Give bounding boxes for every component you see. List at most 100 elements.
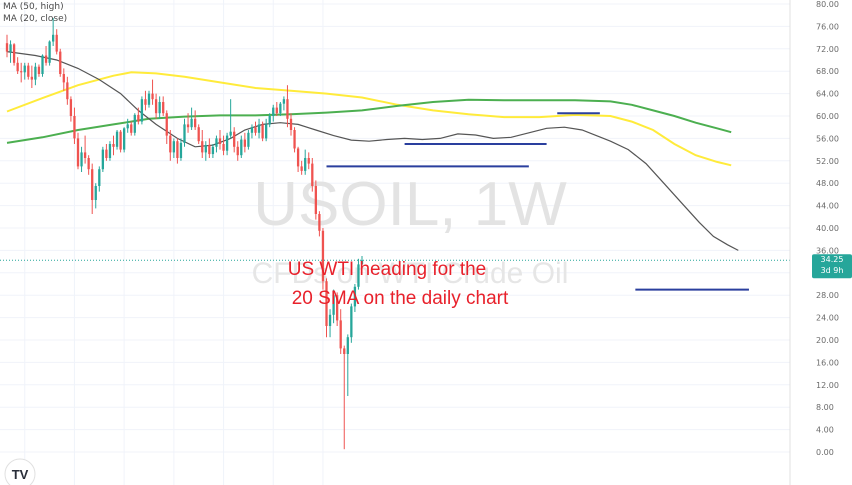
ma-yellow-line [6, 71, 732, 167]
candle-body [16, 62, 19, 72]
indicator-label-ma50[interactable]: MA (50, high) [3, 2, 64, 12]
indicator-label-ma20[interactable]: MA (20, close) [3, 14, 68, 24]
candle-body [190, 118, 193, 128]
candle-down [112, 135, 115, 156]
price-badge-value: 34.25 [821, 255, 844, 264]
candle-up [80, 146, 83, 172]
candle-body [197, 127, 200, 142]
candle-down [201, 130, 204, 158]
candle-body [23, 65, 26, 73]
y-tick-label: 0.00 [816, 448, 834, 457]
price-axis-bg [790, 0, 852, 485]
candle-up [346, 334, 349, 396]
candle-body [332, 295, 335, 315]
candle-down [165, 110, 168, 144]
y-tick-label: 8.00 [816, 403, 834, 412]
candlesticks [5, 18, 364, 450]
candle-up [147, 90, 151, 108]
candle-body [268, 116, 271, 125]
candle-down [5, 34, 9, 58]
candle-body [44, 55, 48, 63]
candle-body [272, 107, 275, 116]
y-tick-label: 76.00 [816, 22, 839, 31]
candle-up [225, 132, 229, 156]
price-badge: 34.25 3d 9h [812, 254, 852, 279]
candle-down [87, 155, 90, 175]
candle-body [12, 44, 16, 63]
support-lines [326, 112, 749, 291]
candle-body [91, 169, 94, 200]
y-tick-label: 36.00 [816, 246, 839, 255]
candle-up [204, 141, 207, 161]
candle-up [211, 144, 215, 158]
candle-down [73, 107, 76, 144]
candle-body [201, 141, 204, 153]
y-tick-label: 64.00 [816, 90, 839, 99]
candle-down [83, 135, 87, 164]
candle-down [336, 292, 339, 326]
candle-body [222, 144, 225, 151]
candle-body [147, 93, 151, 105]
candle-down [275, 102, 278, 116]
candle-body [279, 103, 282, 114]
candle-down [314, 180, 317, 220]
candle-down [62, 68, 65, 91]
candle-body [20, 71, 23, 73]
candle-body [123, 128, 126, 150]
candle-body [325, 281, 328, 326]
annotation-line-1: US WTI heading for the [288, 259, 487, 280]
candle-body [208, 145, 211, 155]
candle-body [130, 124, 133, 133]
candle-up [41, 54, 44, 77]
candle-up [240, 135, 243, 158]
candle-up [247, 130, 250, 150]
candle-down [59, 48, 62, 77]
y-tick-label: 68.00 [816, 67, 839, 76]
candle-body [133, 114, 136, 133]
candle-up [183, 118, 186, 147]
candle-down [55, 29, 58, 55]
candle-down [144, 90, 147, 111]
logo-text: TV [12, 467, 29, 482]
candle-body [289, 118, 293, 130]
y-tick-label: 60.00 [816, 112, 839, 121]
candle-up [350, 303, 353, 343]
candle-body [336, 295, 339, 321]
tradingview-logo[interactable]: TV [4, 458, 36, 485]
candle-body [27, 65, 30, 77]
ma20-line [6, 51, 739, 251]
candle-down [169, 130, 172, 161]
candle-down [119, 130, 122, 153]
candle-body [66, 82, 69, 100]
candle-down [222, 135, 225, 156]
candle-body [169, 135, 172, 153]
candle-down [321, 228, 325, 290]
candle-up [23, 62, 26, 80]
candle-down [176, 138, 179, 164]
y-tick-label: 56.00 [816, 134, 839, 143]
candle-body [247, 132, 250, 147]
candle-down [162, 96, 165, 116]
candle-body [9, 44, 12, 52]
candle-body [30, 76, 33, 80]
y-tick-label: 24.00 [816, 314, 839, 323]
candle-body [179, 142, 183, 158]
candle-body [257, 124, 261, 133]
candle-down [325, 278, 328, 338]
watermark-description: CFDs on WTI Crude Oil [252, 257, 569, 290]
candle-body [83, 152, 87, 158]
price-badge-bg [812, 254, 852, 279]
candle-body [346, 337, 349, 354]
candle-body [318, 214, 321, 231]
price-axis[interactable]: 80.00 76.00 72.00 68.00 64.00 60.00 56.00 52.00… [816, 0, 839, 457]
ma50-line [6, 98, 732, 144]
candle-body [304, 158, 307, 171]
candle-body [286, 99, 289, 119]
candle-down [20, 62, 23, 83]
candle-body [218, 138, 222, 144]
candle-up [48, 40, 51, 66]
candle-body [176, 141, 179, 158]
candle-up [158, 96, 161, 119]
candle-down [307, 152, 310, 170]
